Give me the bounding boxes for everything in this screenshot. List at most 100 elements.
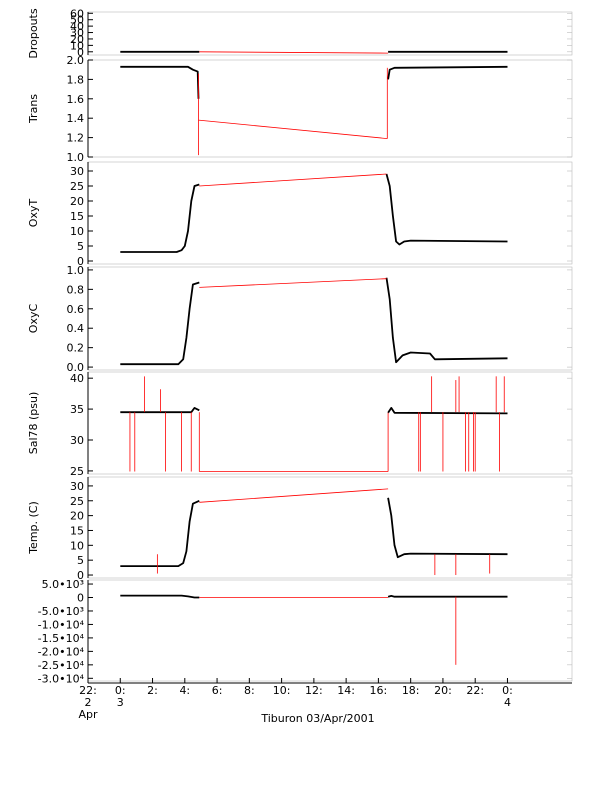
x-tick-label: 22: bbox=[466, 684, 484, 697]
data-line bbox=[387, 406, 508, 415]
y-tick-label: 30 bbox=[70, 165, 84, 178]
y-tick-label: 30 bbox=[70, 434, 84, 447]
y-tick-label: 40 bbox=[70, 20, 84, 33]
y-tick-label: 1.6 bbox=[67, 93, 85, 106]
panel-5: 40 35 30 25 Sal78 (psu) bbox=[27, 371, 573, 478]
y-axis-label: Temp. (C) bbox=[27, 501, 40, 555]
panel-frame bbox=[87, 11, 573, 56]
y-tick-label: -5.0•10³ bbox=[38, 605, 84, 618]
y-tick-label: 1.0 bbox=[67, 151, 85, 164]
y-tick-label: 2.0 bbox=[67, 54, 85, 67]
data-line bbox=[387, 497, 508, 559]
x-tick-label: 6: bbox=[212, 684, 223, 697]
y-tick-label: 0.6 bbox=[67, 303, 85, 316]
x-tick-label: 22: bbox=[79, 684, 97, 697]
gap-line bbox=[198, 119, 388, 139]
y-tick-label: 30 bbox=[70, 480, 84, 493]
x-tick-label: 14: bbox=[337, 684, 355, 697]
y-tick-label: 0.0 bbox=[67, 361, 85, 374]
y-tick-label: 5 bbox=[77, 240, 84, 253]
y-axis-label: Sal78 (psu) bbox=[27, 392, 40, 455]
x-tick-label: 12: bbox=[305, 684, 323, 697]
x-tick-label: 2: bbox=[147, 684, 158, 697]
y-tick-label: 0 bbox=[77, 46, 84, 59]
y-tick-label: 25 bbox=[70, 180, 84, 193]
y-tick-label: 35 bbox=[70, 403, 84, 416]
panel-7: 5.0•10³0-5.0•10³-1.0•10⁴-1.5•10⁴-2.0•10⁴… bbox=[38, 578, 573, 685]
y-tick-label: 1.0 bbox=[67, 264, 85, 277]
panel-frame bbox=[87, 476, 573, 579]
data-line bbox=[120, 65, 200, 99]
panel-4: 1.0 0.8 0.6 0.4 0.2 0.0 OxyC bbox=[27, 264, 573, 374]
y-tick-label: 0.4 bbox=[67, 322, 85, 335]
x-tick-label: 20: bbox=[434, 684, 452, 697]
gap-line bbox=[199, 51, 389, 54]
y-axis-label: OxyT bbox=[27, 199, 40, 228]
data-line bbox=[120, 499, 200, 567]
data-line bbox=[387, 595, 508, 598]
y-tick-label: 15 bbox=[70, 210, 84, 223]
data-line bbox=[385, 277, 508, 364]
y-tick-label: 10 bbox=[70, 39, 84, 52]
y-tick-label: 0 bbox=[77, 569, 84, 582]
gap-line bbox=[199, 488, 389, 503]
y-tick-label: 0 bbox=[77, 592, 84, 605]
data-line bbox=[120, 594, 200, 599]
y-tick-label: 10 bbox=[70, 539, 84, 552]
x-tick-label: 4: bbox=[179, 684, 190, 697]
y-tick-label: 5 bbox=[77, 554, 84, 567]
y-axis-label: OxyC bbox=[27, 304, 40, 334]
data-line bbox=[387, 65, 508, 80]
data-line bbox=[120, 183, 200, 253]
y-tick-label: -2.5•10⁴ bbox=[38, 659, 85, 672]
y-tick-label: 15 bbox=[70, 524, 84, 537]
x-tick-label: 10: bbox=[273, 684, 291, 697]
y-tick-label: 20 bbox=[70, 510, 84, 523]
x-tick-label: 0: bbox=[115, 684, 126, 697]
data-line bbox=[120, 406, 200, 414]
x-tick-label: 16: bbox=[370, 684, 388, 697]
data-line bbox=[120, 281, 200, 366]
x-tick-label: 18: bbox=[402, 684, 420, 697]
gap-line bbox=[199, 173, 387, 187]
y-axis-label: Dropouts bbox=[27, 8, 40, 58]
y-tick-label: 1.2 bbox=[67, 132, 85, 145]
y-axis-label: Trans bbox=[27, 94, 40, 124]
y-tick-label: 0 bbox=[77, 255, 84, 268]
panel-3: 30 25 20 15 10 5 0 OxyT bbox=[27, 161, 573, 268]
x-tick-label: 3 bbox=[117, 696, 124, 709]
y-tick-label: 25 bbox=[70, 495, 84, 508]
data-line bbox=[385, 173, 508, 246]
y-tick-label: 5.0•10³ bbox=[42, 578, 84, 591]
y-tick-label: 20 bbox=[70, 33, 84, 46]
y-tick-label: 0.2 bbox=[67, 342, 85, 355]
chart-title: Tiburon 03/Apr/2001 bbox=[260, 712, 374, 725]
panel-frame bbox=[87, 59, 573, 158]
x-tick-label: 2 bbox=[85, 696, 92, 709]
y-tick-label: 1.8 bbox=[67, 73, 85, 86]
y-tick-label: 25 bbox=[70, 465, 84, 478]
y-tick-label: -2.0•10⁴ bbox=[38, 645, 85, 658]
gap-line bbox=[199, 278, 387, 288]
x-tick-label: 8: bbox=[244, 684, 255, 697]
y-tick-label: 10 bbox=[70, 225, 84, 238]
x-tick-label: 4 bbox=[504, 696, 511, 709]
panel-2: 2.0 1.8 1.6 1.4 1.2 1.0 Trans bbox=[27, 54, 573, 164]
chart-panels: 6050403020100Dropouts2.01.81.61.41.21.0T… bbox=[27, 7, 573, 685]
y-tick-label: 60 bbox=[70, 7, 84, 20]
y-tick-label: 30 bbox=[70, 27, 84, 40]
y-tick-label: 50 bbox=[70, 14, 84, 27]
y-tick-label: -3.0•10⁴ bbox=[38, 672, 85, 685]
y-tick-label: -1.5•10⁴ bbox=[38, 632, 85, 645]
x-tick-label: 0: bbox=[502, 684, 513, 697]
panel-frame bbox=[87, 266, 573, 371]
y-tick-label: -1.0•10⁴ bbox=[38, 618, 85, 631]
x-tick-label: Apr bbox=[78, 708, 98, 721]
y-tick-label: 1.4 bbox=[67, 112, 85, 125]
y-tick-label: 20 bbox=[70, 195, 84, 208]
y-tick-label: 0.8 bbox=[67, 283, 85, 296]
